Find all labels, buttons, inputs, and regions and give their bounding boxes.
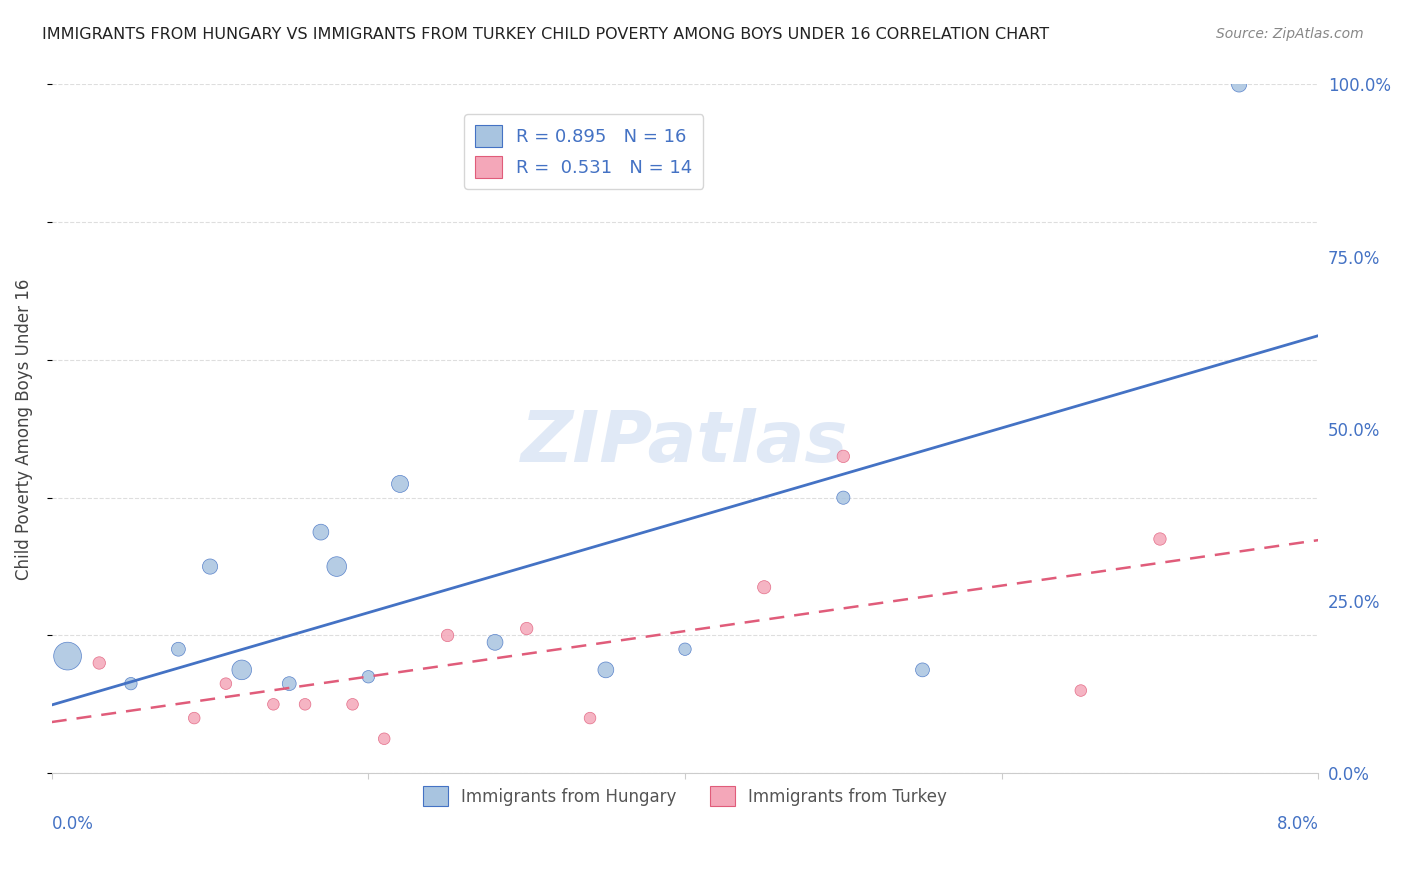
Point	[342, 698, 364, 712]
Point	[673, 642, 696, 657]
Point	[309, 525, 332, 540]
Point	[278, 676, 301, 690]
Point	[167, 642, 190, 657]
Legend: Immigrants from Hungary, Immigrants from Turkey: Immigrants from Hungary, Immigrants from…	[416, 780, 953, 814]
Point	[832, 450, 855, 464]
Point	[262, 698, 284, 712]
Point	[56, 649, 79, 664]
Point	[911, 663, 934, 677]
Point	[484, 635, 506, 649]
Point	[1227, 78, 1250, 92]
Point	[89, 656, 111, 670]
Y-axis label: Child Poverty Among Boys Under 16: Child Poverty Among Boys Under 16	[15, 278, 32, 580]
Text: ZIPatlas: ZIPatlas	[522, 408, 849, 477]
Text: 0.0%: 0.0%	[52, 814, 94, 832]
Point	[516, 622, 538, 636]
Point	[325, 559, 347, 574]
Point	[832, 491, 855, 505]
Point	[389, 477, 412, 491]
Text: 8.0%: 8.0%	[1277, 814, 1319, 832]
Point	[183, 711, 205, 725]
Point	[294, 698, 316, 712]
Text: IMMIGRANTS FROM HUNGARY VS IMMIGRANTS FROM TURKEY CHILD POVERTY AMONG BOYS UNDER: IMMIGRANTS FROM HUNGARY VS IMMIGRANTS FR…	[42, 27, 1049, 42]
Point	[373, 731, 395, 746]
Point	[231, 663, 253, 677]
Point	[215, 676, 238, 690]
Text: Source: ZipAtlas.com: Source: ZipAtlas.com	[1216, 27, 1364, 41]
Point	[198, 559, 221, 574]
Point	[1070, 683, 1092, 698]
Point	[357, 670, 380, 684]
Point	[120, 676, 142, 690]
Point	[754, 580, 776, 594]
Point	[1149, 532, 1171, 546]
Point	[579, 711, 602, 725]
Point	[436, 628, 458, 642]
Point	[595, 663, 617, 677]
